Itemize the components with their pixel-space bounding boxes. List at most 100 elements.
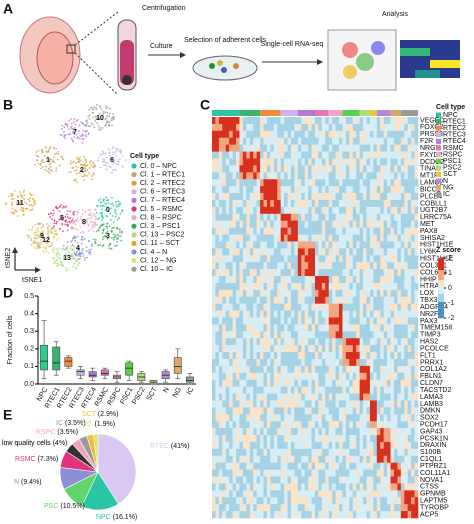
tsne-point bbox=[112, 204, 115, 207]
gene-label: TINAG bbox=[420, 166, 441, 173]
heatmap-cell bbox=[400, 172, 405, 180]
heatmap-cell bbox=[404, 393, 408, 401]
heatmap-cell bbox=[249, 379, 254, 387]
heatmap-cell bbox=[376, 428, 381, 436]
tsne-point bbox=[53, 161, 56, 164]
heatmap-cell bbox=[393, 324, 398, 332]
heatmap-cell bbox=[222, 435, 227, 443]
heatmap-cell bbox=[335, 358, 340, 367]
heatmap-cell bbox=[373, 303, 378, 311]
heatmap-cell bbox=[304, 234, 309, 242]
heatmap-cell bbox=[260, 193, 264, 201]
heatmap-cell bbox=[284, 428, 288, 436]
heatmap-cell bbox=[301, 172, 305, 180]
heatmap-cell bbox=[287, 441, 292, 450]
gene-label: HAS2 bbox=[420, 339, 438, 346]
heatmap-cell bbox=[222, 497, 227, 505]
heatmap-cell bbox=[335, 220, 340, 228]
gene-label: COL1A2 bbox=[420, 366, 447, 373]
heatmap-cell bbox=[363, 393, 367, 401]
heatmap-cell bbox=[260, 386, 264, 394]
tsne-point bbox=[98, 127, 101, 129]
tsne-point bbox=[111, 124, 113, 127]
heatmap-cell bbox=[218, 303, 223, 311]
heatmap-cell bbox=[236, 206, 240, 215]
tsne-point bbox=[75, 252, 78, 255]
celltype-bar bbox=[369, 110, 377, 116]
gene-label: COL6A3 bbox=[420, 269, 447, 276]
tsne-point bbox=[111, 147, 114, 149]
heatmap-cell bbox=[400, 241, 405, 249]
heatmap-cell bbox=[339, 186, 343, 194]
tsne-point bbox=[19, 193, 22, 196]
heatmap-cell bbox=[393, 158, 398, 166]
heatmap-cell bbox=[318, 276, 323, 284]
heatmap-cell bbox=[297, 234, 302, 242]
heatmap-cell bbox=[266, 448, 271, 457]
tsne-point bbox=[51, 161, 54, 164]
heatmap-cell bbox=[363, 338, 367, 346]
heatmap-cell bbox=[414, 117, 419, 125]
heatmap-cell bbox=[404, 117, 408, 125]
heatmap-cell bbox=[393, 234, 398, 242]
tsne-point bbox=[87, 230, 90, 232]
heatmap-cell bbox=[287, 179, 292, 187]
heatmap-cell bbox=[297, 123, 302, 132]
tsne-point bbox=[90, 248, 92, 251]
heatmap-cell bbox=[218, 220, 223, 228]
heatmap-cell bbox=[297, 158, 302, 166]
heatmap-cell bbox=[215, 296, 220, 304]
heatmap-cell bbox=[400, 331, 405, 339]
tsne-point bbox=[41, 149, 43, 152]
heatmap-cell bbox=[225, 282, 230, 291]
heatmap-cell bbox=[393, 441, 398, 450]
heatmap-cell bbox=[376, 448, 381, 457]
heatmap-cell bbox=[335, 144, 340, 152]
heatmap-cell bbox=[284, 393, 288, 401]
heatmap-cell bbox=[246, 289, 251, 298]
tsne-point bbox=[28, 228, 30, 231]
heatmap-cell bbox=[363, 511, 367, 519]
heatmap-cell bbox=[325, 324, 330, 332]
tsne-point bbox=[74, 262, 76, 265]
heatmap-cell bbox=[345, 441, 350, 450]
y-tick-label: 0.0 bbox=[24, 381, 34, 388]
heatmap-cell bbox=[325, 186, 330, 194]
heatmap-cell bbox=[404, 338, 408, 346]
tsne-point bbox=[116, 233, 119, 236]
heatmap-cell bbox=[301, 435, 305, 443]
heatmap-cell bbox=[363, 234, 367, 242]
heatmap-cell bbox=[212, 504, 216, 512]
heatmap-cell bbox=[294, 469, 299, 477]
heatmap-cell bbox=[249, 262, 254, 270]
tsne-point bbox=[78, 158, 81, 161]
gene-label: ADGRL4 bbox=[420, 304, 448, 311]
heatmap-cell bbox=[242, 462, 247, 470]
heatmap-cell bbox=[397, 338, 402, 346]
heatmap-cell bbox=[239, 248, 244, 256]
heatmap-cell bbox=[287, 130, 292, 139]
heatmap-cell bbox=[359, 448, 364, 457]
tsne-point bbox=[77, 258, 80, 260]
slice-label: NPC (16.1%) bbox=[96, 514, 137, 521]
tsne-point bbox=[50, 228, 53, 231]
heatmap-cell bbox=[311, 186, 316, 194]
heatmap-cell bbox=[400, 179, 405, 187]
heatmap-cell bbox=[376, 462, 381, 470]
heatmap-cell bbox=[270, 262, 275, 270]
heatmap-cell bbox=[359, 365, 364, 374]
heatmap-cell bbox=[404, 289, 408, 298]
heatmap-cell bbox=[277, 296, 281, 304]
heatmap-cell bbox=[383, 365, 388, 374]
heatmap-cell bbox=[345, 289, 350, 298]
heatmap-cell bbox=[397, 227, 402, 235]
heatmap-cell bbox=[328, 227, 333, 235]
heatmap-cell bbox=[414, 386, 419, 394]
heatmap-cell bbox=[253, 511, 257, 519]
heatmap-cell bbox=[284, 303, 288, 311]
heatmap-cell bbox=[253, 303, 257, 311]
heatmap-cell bbox=[335, 345, 340, 353]
tsne-point bbox=[40, 243, 42, 245]
colorbar-step bbox=[438, 300, 444, 303]
heatmap-cell bbox=[236, 303, 240, 311]
